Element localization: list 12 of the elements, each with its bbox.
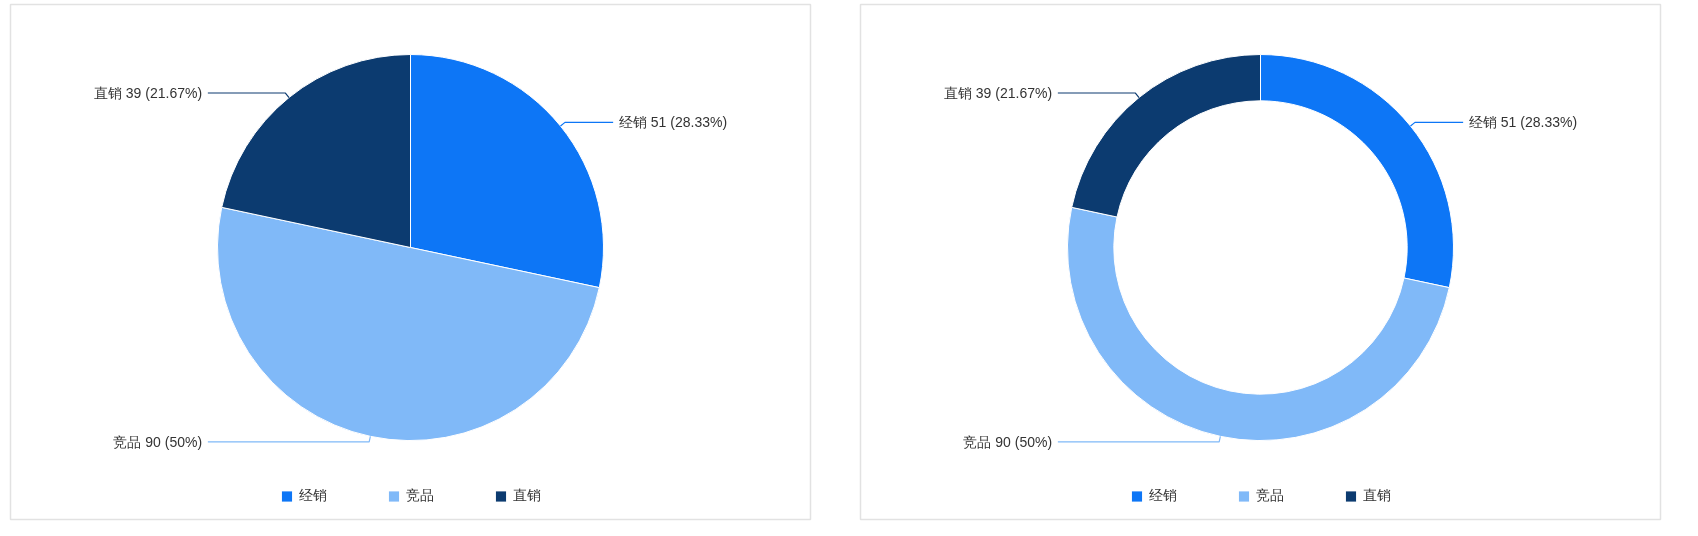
data-label: 经销 51 (28.33%) [618,114,728,131]
data-label: 竞品 90 (50%) [113,433,203,450]
legend-label: 竞品 [1255,487,1284,505]
legend-label: 直销 [1362,487,1391,505]
legend-label: 经销 [298,487,327,505]
data-label: 经销 51 (28.33%) [1468,114,1578,131]
legend-label: 直销 [512,487,541,505]
data-label: 竞品 90 (50%) [963,433,1053,450]
legend-label: 经销 [1148,487,1177,505]
data-label: 直销 39 (21.67%) [93,85,203,102]
data-label: 直销 39 (21.67%) [943,85,1053,102]
legend-label: 竞品 [405,487,434,505]
